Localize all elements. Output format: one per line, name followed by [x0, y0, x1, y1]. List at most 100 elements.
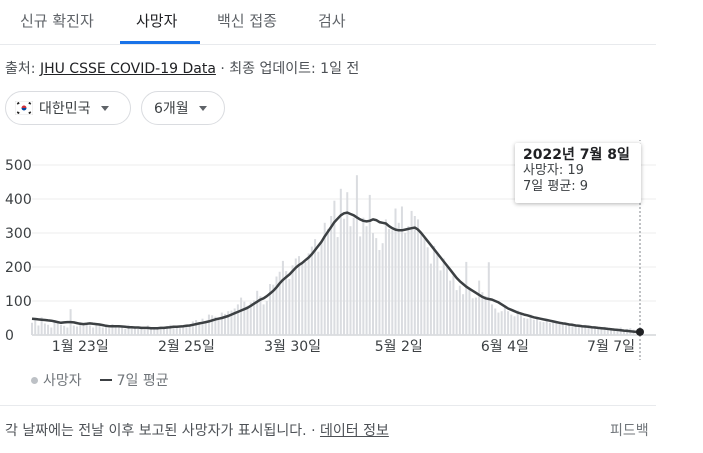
deaths-bar	[555, 323, 558, 335]
deaths-bar	[481, 292, 484, 335]
deaths-bar	[50, 327, 53, 335]
deaths-bar	[519, 313, 522, 335]
country-label: 대한민국	[39, 101, 91, 117]
deaths-bar	[458, 285, 461, 335]
deaths-bar	[240, 297, 243, 335]
deaths-bar	[172, 326, 175, 335]
deaths-bar	[43, 323, 46, 335]
deaths-bar	[211, 315, 214, 335]
deaths-bar	[410, 210, 413, 335]
source-link[interactable]: JHU CSSE COVID-19 Data	[39, 61, 216, 77]
tab-tests[interactable]: 검사	[318, 12, 346, 30]
deaths-bar	[281, 260, 284, 335]
deaths-bar	[178, 328, 181, 335]
deaths-bar	[455, 290, 458, 335]
deaths-bar	[462, 294, 465, 335]
deaths-bar	[375, 238, 378, 335]
deaths-bar	[169, 324, 172, 335]
deaths-bar	[365, 226, 368, 335]
deaths-bar	[536, 317, 539, 335]
x-tick-label: 7월 7일	[587, 339, 635, 355]
deaths-bar	[593, 326, 596, 335]
deaths-bar	[37, 325, 40, 335]
deaths-bar	[188, 324, 191, 335]
deaths-bar	[346, 192, 349, 335]
deaths-bar	[220, 312, 223, 335]
deaths-bar	[433, 245, 436, 335]
deaths-bar	[465, 261, 468, 335]
deaths-bar	[407, 226, 410, 335]
deaths-bar	[513, 316, 516, 335]
deaths-bar	[400, 206, 403, 335]
deaths-bar	[452, 275, 455, 335]
deaths-bar	[516, 310, 519, 335]
average-line	[31, 211, 640, 334]
deaths-bar	[133, 326, 136, 335]
deaths-bar	[198, 322, 201, 335]
deaths-bar	[568, 325, 571, 335]
deaths-bar	[114, 326, 117, 335]
deaths-bar	[590, 328, 593, 335]
deaths-bar	[359, 236, 362, 335]
deaths-bar	[343, 218, 346, 335]
deaths-bar	[571, 323, 574, 335]
deaths-bar	[603, 326, 606, 335]
hover-point	[636, 327, 644, 336]
deaths-bar	[526, 318, 529, 335]
deaths-bar	[191, 321, 194, 335]
deaths-bar	[150, 327, 153, 335]
deaths-bar	[468, 287, 471, 335]
feedback-link[interactable]: 피드백	[610, 423, 649, 439]
deaths-bar	[265, 301, 268, 335]
deaths-bar	[420, 233, 423, 335]
deaths-bar	[243, 301, 246, 335]
deaths-bar	[320, 243, 323, 335]
deaths-bar	[130, 327, 133, 335]
tab-new-cases[interactable]: 신규 확진자	[20, 12, 94, 30]
deaths-bar	[288, 278, 291, 335]
deaths-bar	[275, 276, 278, 335]
tab-vaccinations[interactable]: 백신 접종	[217, 12, 277, 30]
deaths-bar	[217, 317, 220, 335]
deaths-bar	[72, 325, 75, 335]
deaths-bar	[494, 308, 497, 335]
deaths-bar	[381, 243, 384, 335]
deaths-bar	[236, 304, 239, 335]
deaths-bar	[584, 324, 587, 335]
deaths-bar	[66, 327, 69, 335]
deaths-bar	[500, 311, 503, 335]
deaths-bar	[227, 311, 230, 335]
deaths-bar	[53, 320, 56, 335]
deaths-bar	[417, 219, 420, 335]
tab-deaths[interactable]: 사망자	[136, 12, 178, 30]
deaths-bar	[606, 328, 609, 335]
deaths-bar	[101, 327, 104, 335]
y-tick-label: 200	[5, 260, 32, 276]
deaths-bar	[304, 261, 307, 335]
deaths-bar	[249, 302, 252, 335]
deaths-bar	[294, 258, 297, 335]
tooltip-date: 2022년 7월 8일	[523, 147, 630, 163]
chart-legend: 사망자 7일 평균	[31, 370, 169, 390]
deaths-bar	[355, 175, 358, 335]
deaths-bar	[246, 305, 249, 335]
deaths-bar	[600, 328, 603, 335]
metric-tabs: 신규 확진자 사망자 백신 접종 검사	[0, 0, 656, 45]
deaths-bar	[117, 326, 120, 335]
deaths-bar	[207, 314, 210, 335]
deaths-bar	[339, 188, 342, 335]
deaths-bar	[156, 328, 159, 335]
deaths-bar	[76, 326, 79, 335]
deaths-bar	[478, 280, 481, 335]
country-select[interactable]: 대한민국	[5, 91, 131, 125]
deaths-bar	[558, 321, 561, 335]
footnote: 각 날짜에는 전날 이후 보고된 사망자가 표시됩니다. · 데이터 정보	[5, 420, 389, 440]
deaths-bar	[574, 324, 577, 335]
period-select[interactable]: 6개월	[141, 91, 225, 125]
x-tick-label: 5월 2일	[375, 339, 423, 355]
deaths-bar	[204, 321, 207, 335]
data-info-link[interactable]: 데이터 정보	[319, 423, 389, 439]
deaths-bar	[491, 304, 494, 335]
y-tick-label: 400	[5, 192, 32, 208]
deaths-bar	[104, 326, 107, 335]
